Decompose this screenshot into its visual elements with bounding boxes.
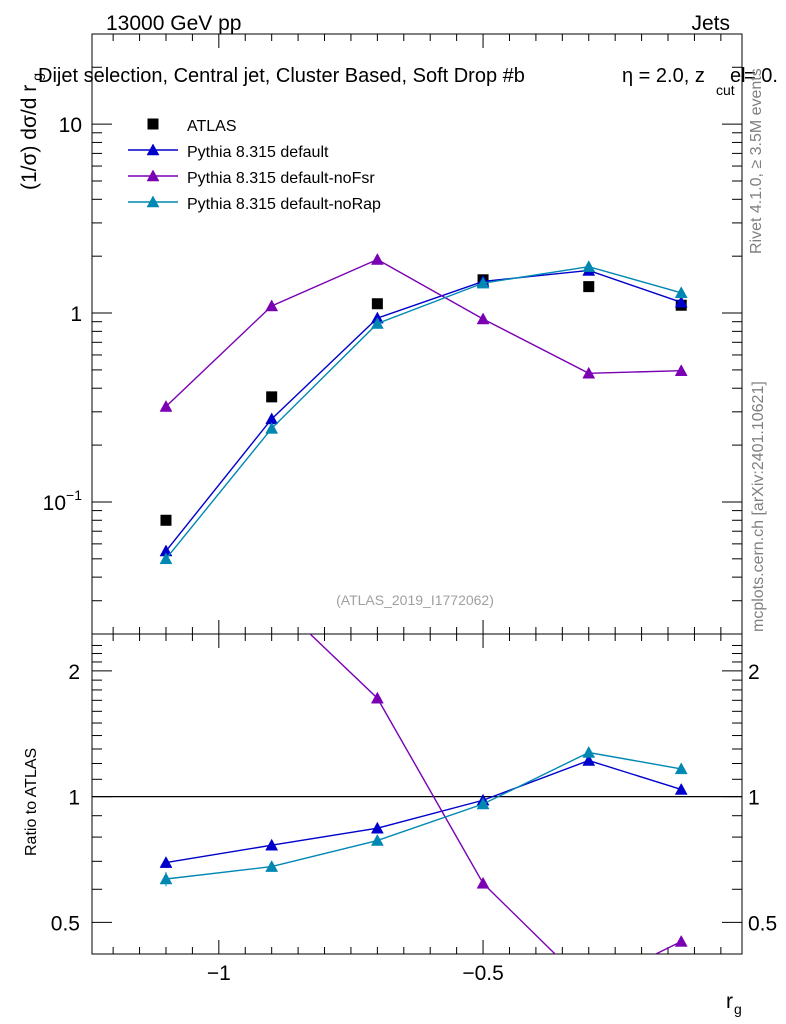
legend-label-default: Pythia 8.315 default xyxy=(187,144,329,161)
x-tick-label: −1 xyxy=(207,962,231,985)
data-point-noFsr xyxy=(370,253,384,265)
ratio-point-default xyxy=(265,838,279,851)
ratio-series-group xyxy=(159,591,688,992)
data-point-noRap xyxy=(159,552,173,565)
ratio-point-noRap xyxy=(476,797,490,810)
data-point-atlas xyxy=(371,298,383,310)
plot-title-subscript: cut xyxy=(716,82,735,98)
ratio-point-noFsr xyxy=(583,981,595,992)
data-point-atlas xyxy=(160,514,172,526)
legend-item-noFsr: Pythia 8.315 default-noFsr xyxy=(128,169,375,187)
plot-title-tail: = 0. xyxy=(744,65,778,87)
series-line-default xyxy=(165,269,682,552)
legend-marker-noRap xyxy=(146,195,160,208)
ratio-point-default xyxy=(159,856,173,868)
legend-label-noFsr: Pythia 8.315 default-noFsr xyxy=(187,170,375,187)
rivet-label: Rivet 4.1.0, ≥ 3.5M events xyxy=(748,68,765,254)
data-point-noRap xyxy=(370,317,384,329)
ratio-point-noFsr xyxy=(266,591,278,602)
ratio-point-noRap xyxy=(370,833,384,846)
legend-marker-atlas xyxy=(147,118,159,130)
ratio-plot-panel: −1 −0.5 0.5 0.5 1 1 2 2 xyxy=(51,591,777,992)
ratio-line-noFsr xyxy=(309,634,682,954)
legend-marker-default xyxy=(146,143,160,156)
series-line-noFsr xyxy=(165,258,682,408)
legend: ATLAS Pythia 8.315 default Pythia 8.315 de… xyxy=(128,118,381,213)
series-line-noRap xyxy=(165,265,682,560)
ratio-y-tick-label-right: 0.5 xyxy=(748,912,777,935)
ratio-y-tick-label-right: 1 xyxy=(748,787,760,810)
mcplots-label: mcplots.cern.ch [arXiv:2401.10621] xyxy=(750,381,767,632)
legend-item-atlas: ATLAS xyxy=(147,118,237,135)
legend-item-noRap: Pythia 8.315 default-noRap xyxy=(128,195,381,213)
svg-text:Rivet 4.1.0, ≥ 3.5M events: Rivet 4.1.0, ≥ 3.5M events xyxy=(748,68,765,254)
ratio-point-noRap xyxy=(582,745,596,758)
data-point-noRap xyxy=(476,276,490,289)
data-point-noRap xyxy=(582,260,596,272)
data-point-atlas xyxy=(266,391,278,403)
y-tick-label: 10−1 xyxy=(43,487,83,515)
svg-text:Ratio to ATLAS: Ratio to ATLAS xyxy=(23,748,40,856)
analysis-id: (ATLAS_2019_I1772062) xyxy=(336,592,494,608)
ratio-point-noRap xyxy=(159,872,173,885)
ratio-point-noFsr xyxy=(476,876,490,889)
ratio-line-noRap xyxy=(165,751,682,880)
x-axis-label: rg xyxy=(726,990,742,1017)
data-point-noFsr xyxy=(674,364,688,376)
data-point-noFsr xyxy=(476,312,490,325)
data-point-atlas xyxy=(583,281,595,293)
ratio-point-noRap xyxy=(265,860,279,872)
data-point-noRap xyxy=(265,421,279,434)
ratio-point-noFsr xyxy=(370,691,384,704)
y-tick-label: 1 xyxy=(70,303,82,326)
process-label: Jets xyxy=(691,12,730,35)
legend-item-default: Pythia 8.315 default xyxy=(128,143,329,161)
data-point-default xyxy=(674,295,688,308)
main-series-group xyxy=(159,253,688,565)
plot-title: Dijet selection, Central jet, Cluster Ba… xyxy=(38,65,525,87)
ratio-plot-frame xyxy=(91,633,743,955)
ratio-y-tick-label-right: 2 xyxy=(748,661,760,684)
svg-text:mcplots.cern.ch [arXiv:2401.10: mcplots.cern.ch [arXiv:2401.10621] xyxy=(750,381,767,632)
data-point-noFsr xyxy=(265,299,279,312)
plot-title-main: Dijet selection, Central jet, Cluster Ba… xyxy=(38,65,525,87)
ratio-point-noRap xyxy=(674,762,688,775)
legend-marker-noFsr xyxy=(146,169,160,182)
ratio-y-tick-label-left: 1 xyxy=(68,787,80,810)
x-tick-label: −0.5 xyxy=(462,962,503,985)
ratio-y-tick-label-left: 2 xyxy=(68,661,80,684)
ratio-point-default xyxy=(582,753,596,766)
data-point-noRap xyxy=(674,286,688,299)
data-point-noFsr xyxy=(582,366,596,379)
ratio-point-default xyxy=(370,821,384,834)
ratio-point-default xyxy=(674,782,688,795)
ratio-y-tick-label-left: 0.5 xyxy=(51,912,80,935)
ratio-line-default xyxy=(165,759,682,864)
plot-title-overlap: η = 2.0, z xyxy=(622,65,705,87)
energy-label: 13000 GeV pp xyxy=(106,12,241,35)
legend-label-atlas: ATLAS xyxy=(187,118,237,135)
ratio-point-noFsr xyxy=(674,934,688,947)
legend-label-noRap: Pythia 8.315 default-noRap xyxy=(187,196,381,213)
data-point-noFsr xyxy=(159,400,173,412)
ratio-y-axis-label: Ratio to ATLAS xyxy=(23,748,40,856)
plot-title-overlay: el xyxy=(730,65,746,87)
y-tick-label: 10 xyxy=(59,114,82,137)
svg-text:(1/σ) dσ/d rg: (1/σ) dσ/d rg xyxy=(18,73,45,190)
main-y-axis-label: (1/σ) dσ/d rg xyxy=(18,73,45,190)
